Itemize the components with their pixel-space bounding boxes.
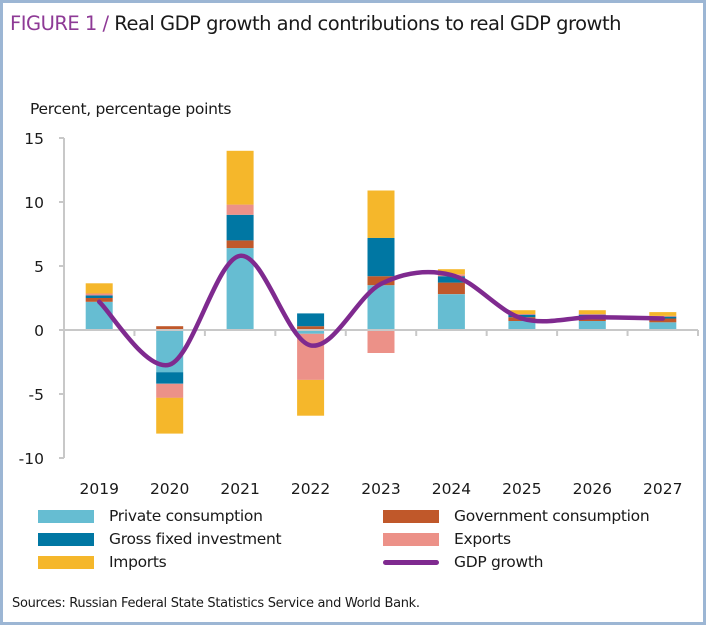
axes-group [59, 137, 699, 459]
legend-item-exports: Exports [383, 530, 511, 548]
bar-segment-exports-2019 [85, 293, 113, 296]
x-tick-label: 2026 [573, 480, 612, 498]
figure-label: FIGURE 1 / [10, 12, 109, 35]
legend-swatch-gross-fixed-investment [38, 532, 94, 546]
bar-segment-gross-fixed-investment-2019 [85, 295, 113, 298]
bar-segment-government-consumption-2023 [367, 276, 395, 286]
figure-title: FIGURE 1 / Real GDP growth and contribut… [10, 12, 621, 35]
bar-segment-imports-2019 [85, 283, 113, 294]
source-note: Sources: Russian Federal State Statistic… [12, 596, 420, 611]
legend-item-government-consumption: Government consumption [383, 507, 650, 525]
bar-segment-government-consumption-2021 [226, 240, 254, 249]
bar-segment-gross-fixed-investment-2020 [156, 372, 184, 384]
bars-group [85, 150, 677, 434]
y-tick-label: 5 [34, 258, 44, 276]
legend-swatch-government-consumption [383, 509, 439, 523]
legend-item-private-consumption: Private consumption [38, 507, 263, 525]
x-tick-label: 2025 [502, 480, 541, 498]
bar-segment-exports-2026 [578, 314, 606, 315]
bar-segment-exports-2023 [367, 330, 395, 353]
bar-segment-gross-fixed-investment-2021 [226, 214, 254, 241]
bar-segment-imports-2021 [226, 150, 254, 205]
bar-segment-gross-fixed-investment-2023 [367, 237, 395, 277]
tick-labels-group: 15 10 5 0 -5 -10 2019 2020 2021 2022 2023 2024 2025 2… [19, 130, 683, 498]
x-tick-label: 2023 [361, 480, 400, 498]
x-tick-label: 2019 [79, 480, 118, 498]
bar-segment-private-consumption-2022 [297, 330, 325, 334]
bar-segment-exports-2025 [508, 314, 536, 315]
bar-segment-private-consumption-2026 [578, 321, 606, 330]
legend-item-gross-fixed-investment: Gross fixed investment [38, 530, 282, 548]
bar-segment-gross-fixed-investment-2024 [437, 276, 465, 283]
x-tick-label: 2027 [643, 480, 682, 498]
y-tick-label: -10 [19, 450, 44, 468]
legend-swatch-gdp-growth [383, 559, 439, 565]
legend-swatch-private-consumption [38, 509, 94, 523]
bar-segment-private-consumption-2025 [508, 321, 536, 330]
x-tick-label: 2024 [432, 480, 471, 498]
bar-segment-government-consumption-2024 [437, 282, 465, 295]
legend-label: Government consumption [454, 507, 650, 525]
y-axis-unit-label: Percent, percentage points [30, 100, 232, 118]
bar-segment-gross-fixed-investment-2022 [297, 313, 325, 327]
legend-label: Exports [454, 530, 511, 548]
legend-item-imports: Imports [38, 553, 167, 571]
bar-segment-exports-2021 [226, 204, 254, 215]
y-tick-label: -5 [29, 386, 44, 404]
figure-title-text: Real GDP growth and contributions to rea… [114, 12, 621, 35]
legend: Private consumption Government consumpti… [38, 507, 688, 579]
gdp-line-group [96, 253, 666, 368]
x-tick-label: 2021 [220, 480, 259, 498]
bar-segment-gross-fixed-investment-2025 [508, 314, 536, 318]
gdp-growth-line [96, 253, 666, 368]
bar-segment-exports-2020 [156, 383, 184, 398]
bar-segment-imports-2023 [367, 190, 395, 238]
legend-swatch-exports [383, 532, 439, 546]
bar-segment-imports-2022 [297, 379, 325, 416]
legend-label: Private consumption [109, 507, 263, 525]
y-tick-label: 15 [24, 130, 44, 148]
bar-segment-private-consumption-2027 [649, 322, 677, 330]
bar-segment-imports-2027 [649, 312, 677, 316]
x-tick-label: 2020 [150, 480, 189, 498]
legend-label: GDP growth [454, 553, 544, 571]
legend-label: Imports [109, 553, 167, 571]
legend-item-gdp-growth: GDP growth [383, 553, 543, 571]
legend-swatch-imports [38, 555, 94, 569]
y-tick-label: 0 [34, 322, 44, 340]
bar-segment-government-consumption-2022 [297, 326, 325, 330]
y-tick-label: 10 [24, 194, 44, 212]
bar-segment-imports-2025 [508, 310, 536, 314]
bar-segment-imports-2024 [437, 269, 465, 275]
legend-label: Gross fixed investment [109, 530, 282, 548]
bar-segment-government-consumption-2020 [156, 326, 184, 330]
bar-segment-private-consumption-2024 [437, 294, 465, 330]
bar-segment-imports-2020 [156, 397, 184, 434]
x-tick-label: 2022 [291, 480, 330, 498]
bar-segment-imports-2026 [578, 310, 606, 314]
